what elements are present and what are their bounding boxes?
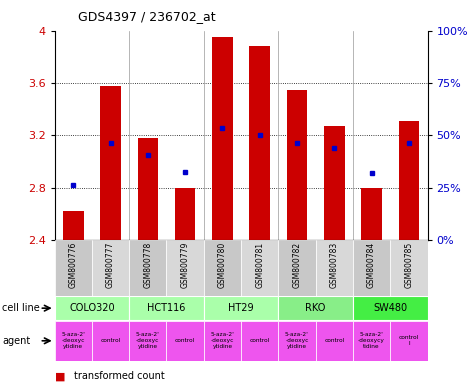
Text: agent: agent (2, 336, 30, 346)
Bar (353, 296, 428, 320)
Text: 5-aza-2'
-deoxyc
ytidine: 5-aza-2' -deoxyc ytidine (61, 333, 85, 349)
Bar (241, 321, 278, 361)
Text: GSM800782: GSM800782 (293, 242, 302, 288)
Bar (353, 321, 390, 361)
Bar (167, 321, 204, 361)
Text: SW480: SW480 (373, 303, 407, 313)
Bar (204, 321, 241, 361)
Text: COLO320: COLO320 (69, 303, 115, 313)
Bar (315, 321, 353, 361)
Text: 5-aza-2'
-deoxyc
ytidine: 5-aza-2' -deoxyc ytidine (210, 333, 234, 349)
Text: HT29: HT29 (228, 303, 254, 313)
Text: GSM800777: GSM800777 (106, 242, 115, 288)
Bar (324, 126, 344, 240)
Text: ■: ■ (55, 371, 65, 381)
Text: GSM800779: GSM800779 (180, 242, 190, 288)
Bar (129, 240, 166, 296)
Text: control: control (100, 338, 121, 343)
Bar (278, 240, 316, 296)
Bar (204, 296, 278, 320)
Text: control: control (324, 338, 344, 343)
Text: GSM800776: GSM800776 (69, 242, 78, 288)
Bar (399, 121, 419, 240)
Text: control
l: control l (399, 335, 419, 346)
Text: control: control (175, 338, 195, 343)
Text: GSM800783: GSM800783 (330, 242, 339, 288)
Text: 5-aza-2'
-deoxyc
ytidine: 5-aza-2' -deoxyc ytidine (285, 333, 309, 349)
Bar (353, 240, 390, 296)
Bar (63, 211, 84, 240)
Text: GSM800784: GSM800784 (367, 242, 376, 288)
Bar (167, 240, 204, 296)
Text: GDS4397 / 236702_at: GDS4397 / 236702_at (78, 10, 216, 23)
Bar (249, 46, 270, 240)
Bar (138, 138, 158, 240)
Bar (278, 321, 316, 361)
Text: GSM800780: GSM800780 (218, 242, 227, 288)
Bar (278, 296, 353, 320)
Bar (390, 240, 428, 296)
Bar (129, 296, 204, 320)
Text: HCT116: HCT116 (147, 303, 186, 313)
Text: RKO: RKO (305, 303, 326, 313)
Bar (55, 240, 92, 296)
Bar (92, 240, 129, 296)
Text: GSM800781: GSM800781 (255, 242, 264, 288)
Bar (175, 188, 195, 240)
Bar (100, 86, 121, 240)
Bar (390, 321, 428, 361)
Text: 5-aza-2'
-deoxyc
ytidine: 5-aza-2' -deoxyc ytidine (136, 333, 160, 349)
Bar (55, 321, 92, 361)
Bar (92, 321, 129, 361)
Text: GSM800778: GSM800778 (143, 242, 152, 288)
Bar (287, 89, 307, 240)
Text: 5-aza-2'
-deoxycy
tidine: 5-aza-2' -deoxycy tidine (358, 333, 385, 349)
Bar (315, 240, 353, 296)
Bar (212, 37, 233, 240)
Bar (204, 240, 241, 296)
Bar (241, 240, 278, 296)
Text: transformed count: transformed count (74, 371, 164, 381)
Text: GSM800785: GSM800785 (404, 242, 413, 288)
Bar (55, 296, 129, 320)
Text: cell line: cell line (2, 303, 40, 313)
Bar (361, 188, 382, 240)
Bar (129, 321, 166, 361)
Text: control: control (249, 338, 270, 343)
